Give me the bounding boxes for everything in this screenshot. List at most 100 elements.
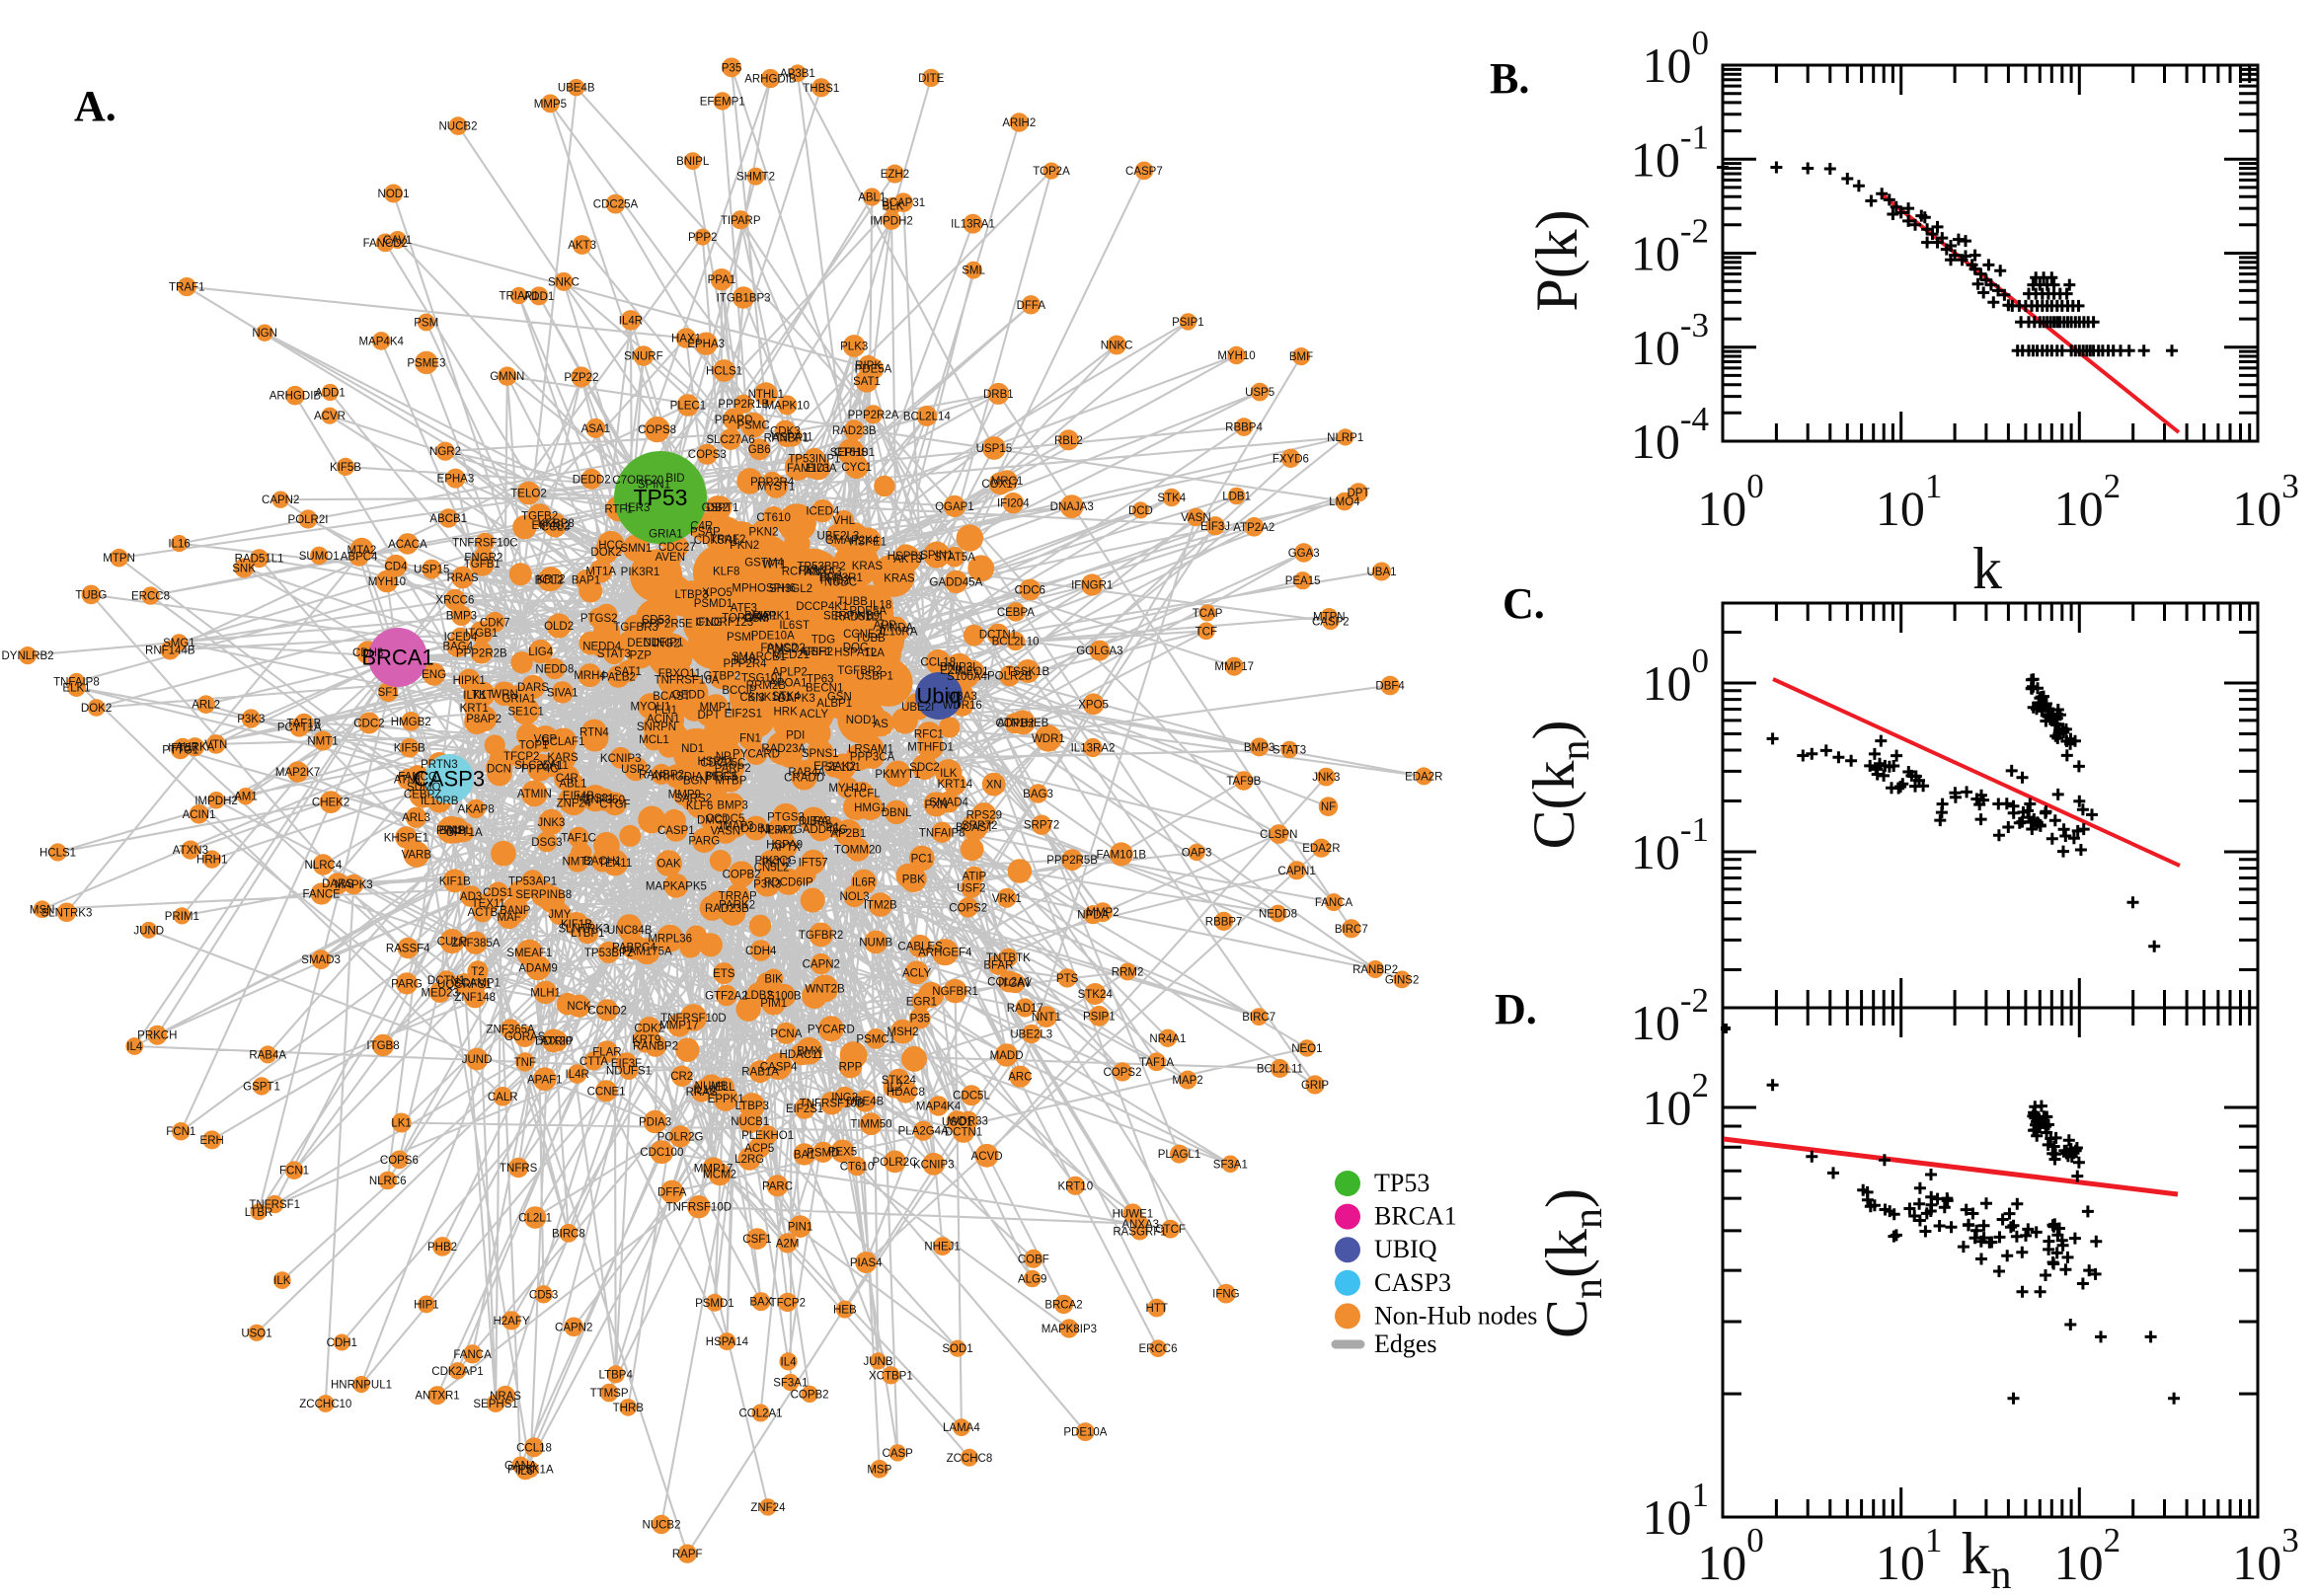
svg-text:PXN: PXN — [924, 799, 948, 811]
svg-text:IL10RB: IL10RB — [421, 796, 459, 807]
svg-text:OEDD: OEDD — [672, 689, 705, 701]
svg-text:DCD: DCD — [1128, 505, 1153, 517]
svg-text:ATN1HEB: ATN1HEB — [997, 718, 1049, 729]
svg-text:MSH2: MSH2 — [888, 1026, 919, 1038]
svg-text:NUMB: NUMB — [695, 1081, 729, 1093]
svg-text:ERH: ERH — [200, 1135, 224, 1147]
svg-text:RFC1: RFC1 — [914, 729, 944, 741]
svg-text:TRIAP1: TRIAP1 — [499, 291, 538, 303]
svg-text:SIVA1: SIVA1 — [547, 687, 579, 699]
svg-text:IL6: IL6 — [517, 1466, 533, 1478]
svg-text:TUBB: TUBB — [837, 596, 868, 608]
svg-text:UBA1: UBA1 — [1366, 567, 1396, 578]
svg-text:CHEK2: CHEK2 — [312, 798, 349, 809]
svg-text:TNFAIP8: TNFAIP8 — [53, 677, 100, 689]
svg-text:CASP: CASP — [883, 1448, 914, 1460]
svg-text:NEO1: NEO1 — [958, 666, 988, 678]
svg-text:JUND: JUND — [133, 925, 164, 937]
svg-text:SE1D1: SE1D1 — [824, 762, 860, 774]
svg-text:BAG3: BAG3 — [1023, 789, 1053, 800]
svg-text:MYH10: MYH10 — [368, 576, 406, 588]
svg-text:BLK: BLK — [883, 201, 904, 213]
svg-text:AKT3: AKT3 — [893, 554, 922, 566]
svg-text:PC1: PC1 — [911, 854, 933, 866]
svg-text:BFAR: BFAR — [983, 959, 1013, 971]
svg-text:CD53: CD53 — [529, 1289, 558, 1301]
svg-text:AM1: AM1 — [234, 792, 258, 803]
svg-text:IFNGR1: IFNGR1 — [1071, 580, 1113, 592]
svg-text:CAPN2: CAPN2 — [555, 1322, 592, 1333]
svg-text:NPDA: NPDA — [1077, 910, 1109, 922]
svg-text:DCN: DCN — [487, 764, 511, 776]
svg-text:PKN2: PKN2 — [762, 857, 792, 869]
svg-text:EID1: EID1 — [806, 463, 831, 475]
svg-text:USBP1: USBP1 — [856, 670, 893, 682]
svg-text:EPHA3: EPHA3 — [437, 474, 475, 486]
svg-text:ACLY: ACLY — [902, 967, 932, 979]
svg-text:PKMYT1: PKMYT1 — [875, 769, 920, 781]
svg-text:PSM: PSM — [414, 318, 438, 330]
svg-text:DEDD: DEDD — [627, 638, 659, 649]
svg-text:PDE5A: PDE5A — [855, 364, 892, 376]
svg-text:SRP72: SRP72 — [962, 820, 997, 832]
svg-text:ICED4: ICED4 — [806, 506, 839, 518]
svg-text:TNFRSF10C: TNFRSF10C — [452, 537, 517, 549]
svg-text:GSPT1: GSPT1 — [702, 502, 739, 514]
svg-text:SLC25A11: SLC25A11 — [514, 760, 569, 772]
svg-text:NUDC: NUDC — [824, 576, 857, 588]
svg-text:SHMT2: SHMT2 — [736, 172, 775, 184]
svg-text:ATMIN: ATMIN — [517, 789, 552, 800]
svg-text:RANBP2: RANBP2 — [1352, 964, 1398, 976]
svg-text:ARIH2: ARIH2 — [800, 646, 833, 658]
svg-text:LAMA4: LAMA4 — [943, 1422, 980, 1434]
svg-text:CLSPN: CLSPN — [1260, 829, 1297, 841]
svg-text:EF2AK2: EF2AK2 — [813, 761, 856, 773]
svg-text:AP3B1: AP3B1 — [780, 68, 815, 80]
svg-text:THBS1: THBS1 — [803, 83, 839, 95]
svg-text:MMP1: MMP1 — [700, 702, 733, 714]
svg-text:TKT: TKT — [472, 689, 494, 701]
svg-text:CDS1: CDS1 — [483, 887, 513, 899]
svg-text:TOP2A: TOP2A — [1033, 166, 1070, 178]
svg-text:CSF1: CSF1 — [803, 646, 831, 658]
svg-text:COPS3: COPS3 — [688, 449, 727, 461]
svg-text:SPIN1: SPIN1 — [920, 550, 953, 562]
svg-text:STK24: STK24 — [1078, 989, 1114, 1001]
svg-text:HAX1: HAX1 — [671, 334, 701, 345]
svg-text:P35: P35 — [722, 62, 741, 74]
svg-text:CDK5R1: CDK5R1 — [694, 535, 738, 547]
svg-text:COL2A1: COL2A1 — [738, 1408, 782, 1420]
svg-text:RRAS: RRAS — [447, 572, 479, 584]
svg-text:NEO1: NEO1 — [1291, 1043, 1322, 1055]
svg-text:CCL3: CCL3 — [541, 522, 570, 534]
svg-text:TIPARP: TIPARP — [721, 215, 761, 227]
svg-text:PKN1: PKN1 — [799, 565, 828, 576]
svg-text:BCAP31: BCAP31 — [882, 197, 925, 209]
svg-text:MTPN: MTPN — [1313, 612, 1346, 624]
svg-text:CSNK1A1: CSNK1A1 — [739, 692, 791, 704]
svg-text:PARK2: PARK2 — [719, 900, 755, 912]
svg-text:ILK: ILK — [940, 768, 958, 780]
svg-text:WNT2B: WNT2B — [805, 984, 845, 996]
svg-text:KI3: KI3 — [747, 692, 764, 704]
svg-text:N1: N1 — [449, 825, 464, 837]
svg-text:NEDD8: NEDD8 — [535, 664, 574, 676]
svg-text:MAF: MAF — [497, 912, 520, 924]
svg-text:LDB1: LDB1 — [1222, 492, 1251, 503]
svg-text:CDK7: CDK7 — [480, 617, 510, 629]
svg-text:TCAP: TCAP — [1193, 608, 1223, 620]
svg-text:RCHY1: RCHY1 — [782, 567, 820, 578]
svg-text:TSG101: TSG101 — [741, 673, 784, 685]
svg-text:ATXN3: ATXN3 — [173, 845, 208, 857]
svg-text:WDR33: WDR33 — [949, 1116, 988, 1128]
svg-text:XN: XN — [986, 780, 1002, 792]
svg-text:PLK3: PLK3 — [840, 342, 868, 353]
svg-text:CL2L1: CL2L1 — [518, 1213, 552, 1225]
svg-text:PLEKHO1: PLEKHO1 — [741, 1130, 794, 1142]
svg-text:PDCD6IP: PDCD6IP — [764, 876, 813, 888]
svg-text:H2AFY: H2AFY — [493, 1316, 529, 1328]
svg-text:UBE2I: UBE2I — [901, 702, 934, 714]
svg-text:IL18: IL18 — [733, 653, 755, 665]
svg-text:TNFRSF1: TNFRSF1 — [249, 1199, 300, 1211]
svg-text:P1: P1 — [826, 822, 840, 834]
